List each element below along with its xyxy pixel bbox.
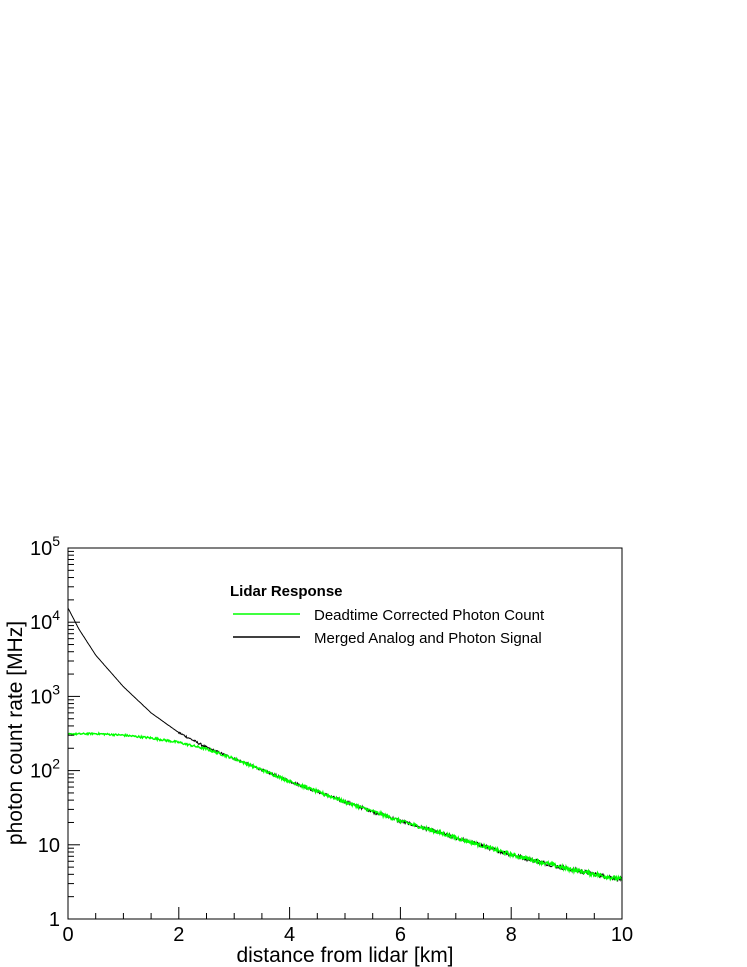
legend-label-merged: Merged Analog and Photon Signal [314, 630, 542, 647]
x-axis-ticks [67, 907, 623, 919]
x-axis-tick-labels: 0 2 4 6 8 10 [62, 924, 633, 946]
y-axis-tick-labels: 1 10 102 103 104 105 [30, 533, 60, 931]
y-tick-label: 102 [30, 756, 60, 783]
y-axis-label: photon count rate [MHz] [4, 621, 27, 845]
x-tick-label: 4 [284, 924, 295, 946]
series-layer [67, 607, 623, 882]
x-tick-label: 10 [611, 924, 633, 946]
y-axis-ticks [68, 547, 80, 920]
y-tick-label: 105 [30, 533, 60, 560]
series-deadtime-corrected [67, 731, 623, 882]
y-tick-label: 104 [30, 607, 60, 634]
legend-title: Lidar Response [230, 583, 343, 600]
legend-label-deadtime: Deadtime Corrected Photon Count [314, 607, 545, 624]
x-tick-label: 2 [173, 924, 184, 946]
x-tick-label: 8 [506, 924, 517, 946]
y-tick-label: 1 [49, 909, 60, 931]
x-axis-label: distance from lidar [km] [236, 944, 453, 967]
x-tick-label: 0 [62, 924, 73, 946]
y-tick-label: 103 [30, 681, 60, 708]
legend: Lidar Response Deadtime Corrected Photon… [230, 583, 545, 647]
x-tick-label: 6 [395, 924, 406, 946]
y-tick-label: 10 [38, 835, 60, 857]
